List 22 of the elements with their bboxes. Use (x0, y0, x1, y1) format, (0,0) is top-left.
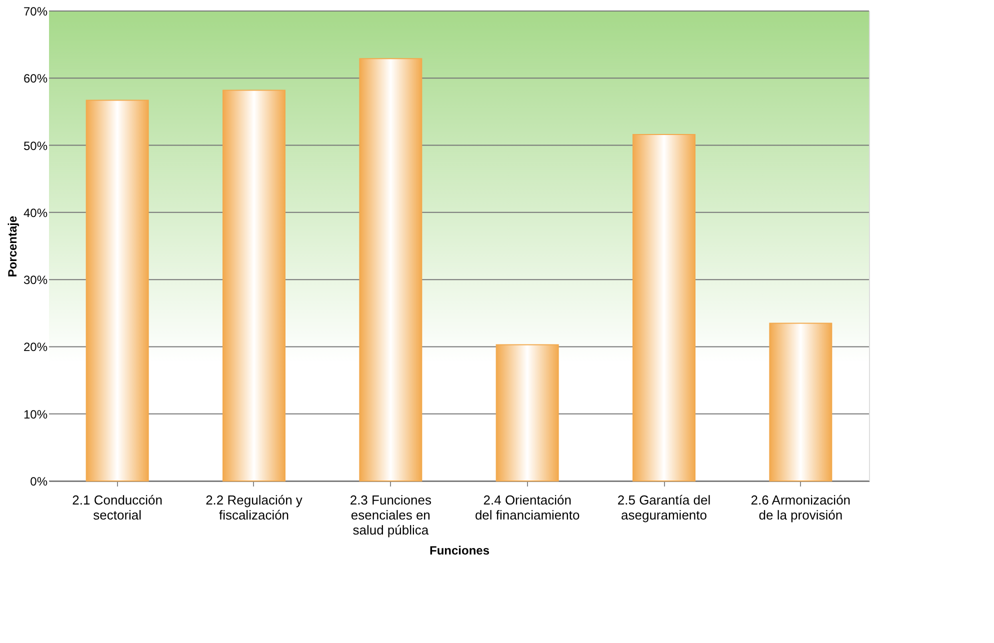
bar (222, 90, 286, 482)
y-tick-label: 0% (30, 474, 48, 488)
x-tick-label: 2.1 Conducción sectorial (72, 492, 163, 522)
bar (496, 344, 559, 482)
x-tick-label: 2.4 Orientación del financiamiento (474, 492, 580, 522)
x-axis-title: Funciones (429, 544, 490, 558)
bar (769, 322, 832, 482)
x-tick-label: 2.5 Garantía del aseguramiento (617, 492, 711, 522)
x-tick-label: 2.2 Regulación y fiscalización (206, 492, 303, 522)
bar (86, 100, 149, 482)
y-tick-label: 70% (23, 4, 48, 18)
y-tick-label: 10% (23, 407, 48, 422)
y-tick-label: 20% (23, 340, 48, 354)
bar (632, 134, 696, 482)
y-tick-label: 60% (23, 72, 48, 86)
y-tick-label: 40% (23, 206, 48, 220)
x-tick-label: 2.3 Funciones esenciales en salud pública (350, 492, 432, 538)
bar (359, 58, 422, 482)
y-axis-title: Porcentaje (5, 215, 20, 278)
y-tick-label: 30% (23, 273, 48, 288)
y-tick-label: 50% (23, 138, 48, 153)
x-tick-label: 2.6 Armonización de la provisión (750, 492, 851, 522)
